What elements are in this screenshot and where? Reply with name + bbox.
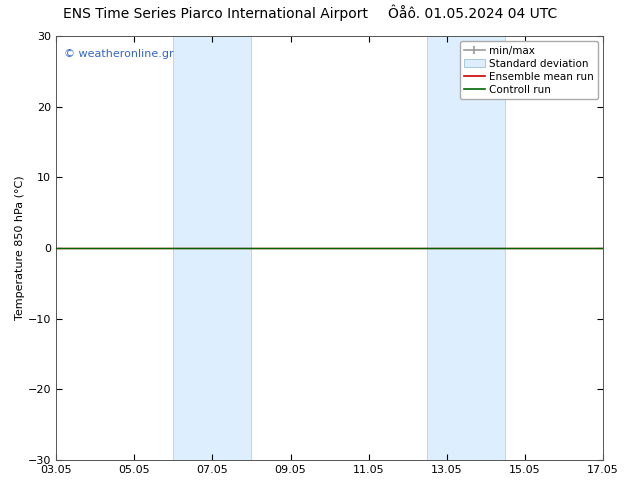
Text: Ôåô. 01.05.2024 04 UTC: Ôåô. 01.05.2024 04 UTC [388, 7, 557, 22]
Bar [427, 36, 505, 460]
Legend: min/max, Standard deviation, Ensemble mean run, Controll run: min/max, Standard deviation, Ensemble me… [460, 41, 598, 99]
Text: © weatheronline.gr: © weatheronline.gr [64, 49, 174, 59]
Text: ENS Time Series Piarco International Airport: ENS Time Series Piarco International Air… [63, 7, 368, 22]
Bar [173, 36, 252, 460]
Y-axis label: Temperature 850 hPa (°C): Temperature 850 hPa (°C) [15, 176, 25, 320]
